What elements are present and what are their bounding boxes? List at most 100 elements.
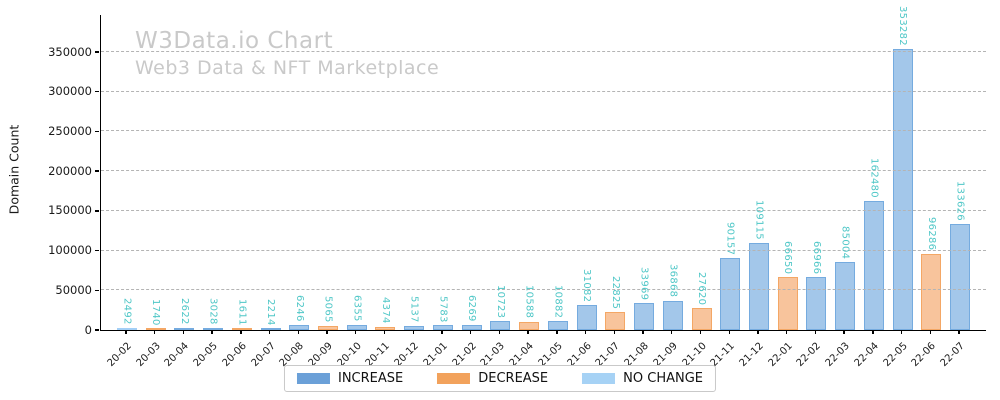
gridline — [101, 90, 986, 92]
bar-20-07 — [260, 328, 281, 330]
y-tick-label: 150000 — [48, 203, 92, 218]
bar-value-label: 66650 — [782, 240, 794, 275]
bar-22-07 — [950, 223, 971, 330]
bar-value-label: 162480 — [868, 157, 880, 198]
bar-value-label: 1611 — [236, 298, 248, 326]
bar-value-label: 10882 — [552, 285, 564, 319]
bar-21-08 — [634, 303, 655, 330]
y-tick-mark — [95, 130, 99, 133]
x-tick-mark — [297, 330, 299, 334]
y-tick-label: 0 — [84, 322, 92, 337]
bar-value-label: 5783 — [437, 295, 449, 323]
y-tick-label: 50000 — [55, 282, 92, 297]
y-tick-mark — [95, 329, 99, 331]
bar-20-09 — [318, 325, 339, 330]
bar-22-04 — [863, 200, 884, 330]
bar-21-07 — [605, 311, 626, 330]
bar-value-label: 6355 — [351, 295, 363, 322]
bar-20-11 — [375, 326, 396, 330]
x-tick-mark — [153, 330, 156, 334]
x-tick-mark — [613, 330, 616, 334]
x-tick-mark — [757, 330, 759, 334]
legend-label: DECREASE — [478, 371, 549, 386]
bar-value-label: 353282 — [897, 6, 909, 47]
x-tick-mark — [211, 330, 213, 334]
bar-value-label: 4374 — [379, 296, 391, 324]
bar-value-label: 33969 — [638, 266, 650, 301]
bar-21-10 — [691, 308, 712, 330]
bar-value-label: 96286 — [925, 217, 937, 251]
bar-value-label: 2492 — [121, 298, 133, 326]
bar-22-05 — [892, 49, 913, 330]
x-tick-mark — [326, 330, 328, 334]
y-tick-mark — [95, 249, 99, 252]
bar-value-label: 66966 — [810, 240, 822, 274]
x-tick-mark — [412, 330, 414, 334]
bar-value-label: 109115 — [753, 200, 765, 241]
x-tick-mark — [268, 330, 271, 334]
x-tick-mark — [728, 330, 730, 334]
y-tick-label: 350000 — [48, 44, 92, 59]
bar-20-06 — [231, 328, 252, 330]
bar-20-10 — [346, 324, 367, 330]
bar-22-06 — [921, 253, 942, 330]
y-tick-mark — [95, 170, 99, 172]
legend-item-no_change: NO CHANGE — [582, 371, 703, 386]
bar-20-04 — [174, 327, 195, 330]
legend-item-increase: INCREASE — [296, 371, 404, 386]
bar-21-04 — [519, 321, 540, 330]
bar-value-label: 27620 — [696, 271, 707, 306]
x-tick-mark — [584, 330, 587, 334]
legend-swatch-increase — [296, 373, 330, 384]
bar-value-label: 5137 — [408, 296, 420, 323]
bar-21-09 — [662, 300, 683, 330]
gridline — [101, 249, 986, 251]
bar-value-label: 22825 — [609, 275, 621, 309]
plot-area: 2492 1740 2622 3028 1611 2214 6246 5065 6355 4374… — [100, 6, 986, 331]
bar-value-label: 85004 — [839, 226, 851, 260]
bar-21-01 — [432, 325, 453, 330]
x-tick-mark — [125, 330, 127, 334]
legend: INCREASE DECREASE NO CHANGE — [283, 365, 717, 392]
bar-22-01 — [777, 277, 798, 330]
bar-20-02 — [116, 328, 137, 330]
x-tick-mark — [240, 330, 242, 334]
legend-label: INCREASE — [337, 371, 404, 386]
bar-22-02 — [806, 276, 827, 330]
y-tick-label: 100000 — [48, 243, 92, 258]
y-tick-label: 300000 — [48, 84, 92, 99]
bar-value-label: 10723 — [494, 285, 506, 319]
bar-21-11 — [720, 258, 741, 330]
x-tick-mark — [642, 330, 644, 334]
gridline — [101, 170, 986, 172]
y-tick-label: 200000 — [48, 163, 92, 178]
x-tick-mark — [872, 330, 874, 334]
bar-value-label: 6246 — [293, 295, 305, 323]
x-tick-mark — [929, 330, 932, 334]
x-tick-mark — [786, 330, 788, 334]
bar-value-label: 133626 — [954, 180, 966, 221]
legend-swatch-no_change — [582, 373, 616, 384]
legend-swatch-decrease — [437, 373, 471, 384]
legend-item-decrease: DECREASE — [437, 371, 548, 386]
x-tick-mark — [556, 330, 558, 334]
legend-label: NO CHANGE — [623, 371, 704, 386]
bar-21-02 — [461, 325, 482, 330]
bar-20-05 — [203, 327, 224, 330]
x-tick-mark — [958, 330, 960, 334]
bar-value-label: 3028 — [207, 297, 219, 325]
bar-22-03 — [835, 262, 856, 330]
x-tick-mark — [469, 330, 472, 334]
bar-21-05 — [547, 321, 568, 330]
bar-value-label: 1740 — [150, 298, 162, 326]
y-tick-label: 250000 — [48, 123, 92, 138]
x-tick-mark — [498, 330, 501, 334]
x-tick-mark — [441, 330, 443, 334]
x-tick-mark — [671, 330, 673, 334]
x-tick-mark — [355, 330, 357, 334]
bar-value-label: 5065 — [322, 296, 334, 323]
x-tick-mark — [900, 330, 903, 334]
x-tick-mark — [814, 330, 817, 334]
bar-value-label: 90157 — [724, 222, 736, 256]
y-tick-mark — [95, 51, 99, 53]
